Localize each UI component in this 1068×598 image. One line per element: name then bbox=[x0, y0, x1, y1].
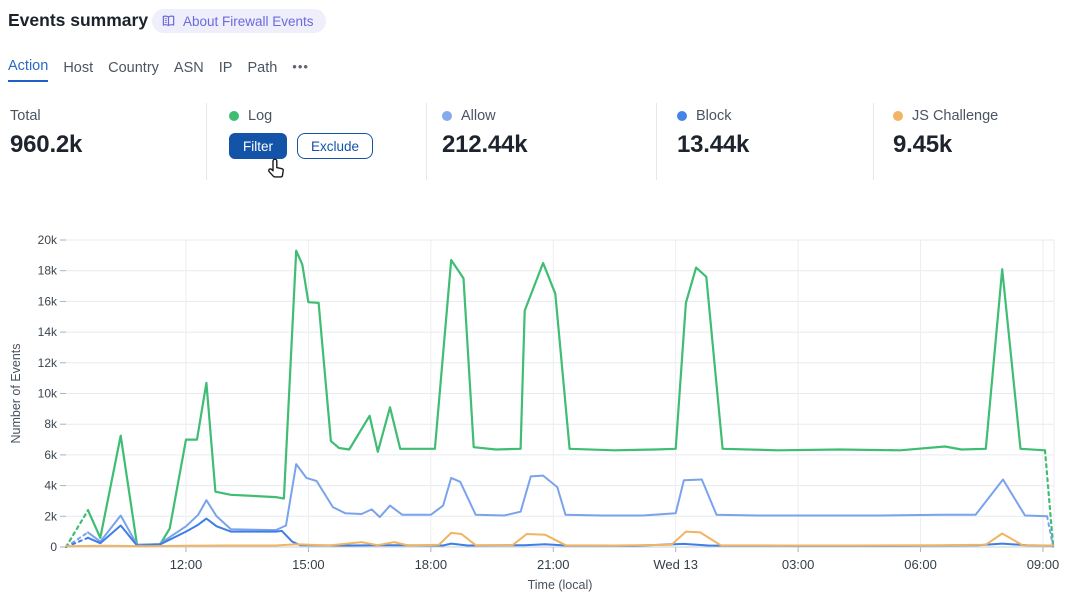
stat-divider bbox=[206, 103, 207, 180]
series-line-log-dashed-start bbox=[64, 509, 90, 549]
events-chart: 0 2k 4k 6k 8k 10k 12k 14k 16k 18k 20k 12:00 15:00 18:… bbox=[9, 233, 1060, 592]
x-tick-label: 09:00 bbox=[1027, 557, 1060, 572]
log-dot-icon bbox=[229, 111, 239, 121]
stat-js-challenge-label: JS Challenge bbox=[912, 108, 999, 124]
stat-allow: Allow 212.44k bbox=[442, 108, 528, 159]
series-line-allow bbox=[87, 463, 1049, 546]
chart-area: 0 2k 4k 6k 8k 10k 12k 14k 16k 18k 20k 12:00 15:00 18:… bbox=[0, 228, 1068, 598]
about-badge-label: About Firewall Events bbox=[183, 13, 314, 29]
y-tick-label: 10k bbox=[38, 387, 58, 401]
book-icon bbox=[161, 14, 176, 28]
allow-dot-icon bbox=[442, 111, 452, 121]
hand-cursor-icon bbox=[264, 158, 288, 189]
series-line-log-dashed-end bbox=[1043, 449, 1055, 549]
tab-host[interactable]: Host bbox=[63, 60, 94, 76]
stat-block-value: 13.44k bbox=[677, 131, 750, 158]
tab-path[interactable]: Path bbox=[247, 60, 278, 76]
stat-log-label: Log bbox=[248, 108, 273, 124]
block-dot-icon bbox=[677, 111, 687, 121]
stat-divider bbox=[656, 103, 657, 180]
tab-asn[interactable]: ASN bbox=[173, 60, 204, 76]
series-line-allow-dashed-start bbox=[65, 531, 89, 548]
about-firewall-events-link[interactable]: About Firewall Events bbox=[152, 9, 326, 33]
tab-ip[interactable]: IP bbox=[218, 60, 233, 76]
x-tick-label: 21:00 bbox=[537, 557, 570, 572]
y-tick-label: 20k bbox=[38, 233, 58, 247]
y-tick-label: 6k bbox=[44, 448, 58, 462]
y-tick-label: 8k bbox=[44, 417, 58, 431]
y-tick-label: 4k bbox=[44, 479, 58, 493]
y-tick-label: 16k bbox=[38, 294, 58, 308]
stat-divider bbox=[873, 103, 874, 180]
y-tick-label: 0 bbox=[50, 540, 57, 554]
y-axis-label: Number of Events bbox=[9, 343, 23, 443]
series-line-js-challenge bbox=[65, 530, 1055, 548]
x-tick-label: Wed 13 bbox=[653, 557, 698, 572]
tab-action[interactable]: Action bbox=[8, 58, 49, 82]
stat-total-value: 960.2k bbox=[10, 131, 83, 158]
stat-allow-value: 212.44k bbox=[442, 131, 528, 158]
y-tick-label: 18k bbox=[38, 264, 58, 278]
tabs: Action Host Country ASN IP Path ••• bbox=[8, 58, 309, 82]
js-challenge-dot-icon bbox=[893, 111, 903, 121]
stat-js-challenge: JS Challenge 9.45k bbox=[893, 108, 998, 159]
series-line-block bbox=[87, 517, 1055, 547]
stat-total-label: Total bbox=[10, 108, 41, 124]
series-line-log bbox=[86, 249, 1047, 547]
stat-log: Log Filter Exclude bbox=[229, 108, 374, 159]
tab-country[interactable]: Country bbox=[108, 60, 159, 76]
x-tick-label: 06:00 bbox=[904, 557, 937, 572]
x-tick-label: 18:00 bbox=[415, 557, 448, 572]
page-title: Events summary bbox=[8, 10, 149, 30]
exclude-button[interactable]: Exclude bbox=[297, 133, 374, 159]
stat-allow-label: Allow bbox=[461, 108, 496, 124]
x-tick-label: 12:00 bbox=[170, 557, 203, 572]
y-tick-label: 12k bbox=[38, 356, 58, 370]
stat-js-challenge-value: 9.45k bbox=[893, 131, 953, 158]
stat-block-label: Block bbox=[696, 108, 732, 124]
series-line-allow-dashed-end bbox=[1046, 515, 1055, 548]
stat-divider bbox=[426, 103, 427, 180]
y-tick-label: 2k bbox=[44, 509, 58, 523]
tabs-more-button[interactable]: ••• bbox=[292, 59, 309, 74]
stat-total: Total 960.2k bbox=[10, 108, 82, 159]
x-axis-label: Time (local) bbox=[528, 578, 593, 592]
stat-block: Block 13.44k bbox=[677, 108, 749, 159]
x-tick-label: 03:00 bbox=[782, 557, 815, 572]
y-tick-label: 14k bbox=[38, 325, 58, 339]
x-tick-label: 15:00 bbox=[292, 557, 325, 572]
filter-button[interactable]: Filter bbox=[229, 133, 287, 159]
